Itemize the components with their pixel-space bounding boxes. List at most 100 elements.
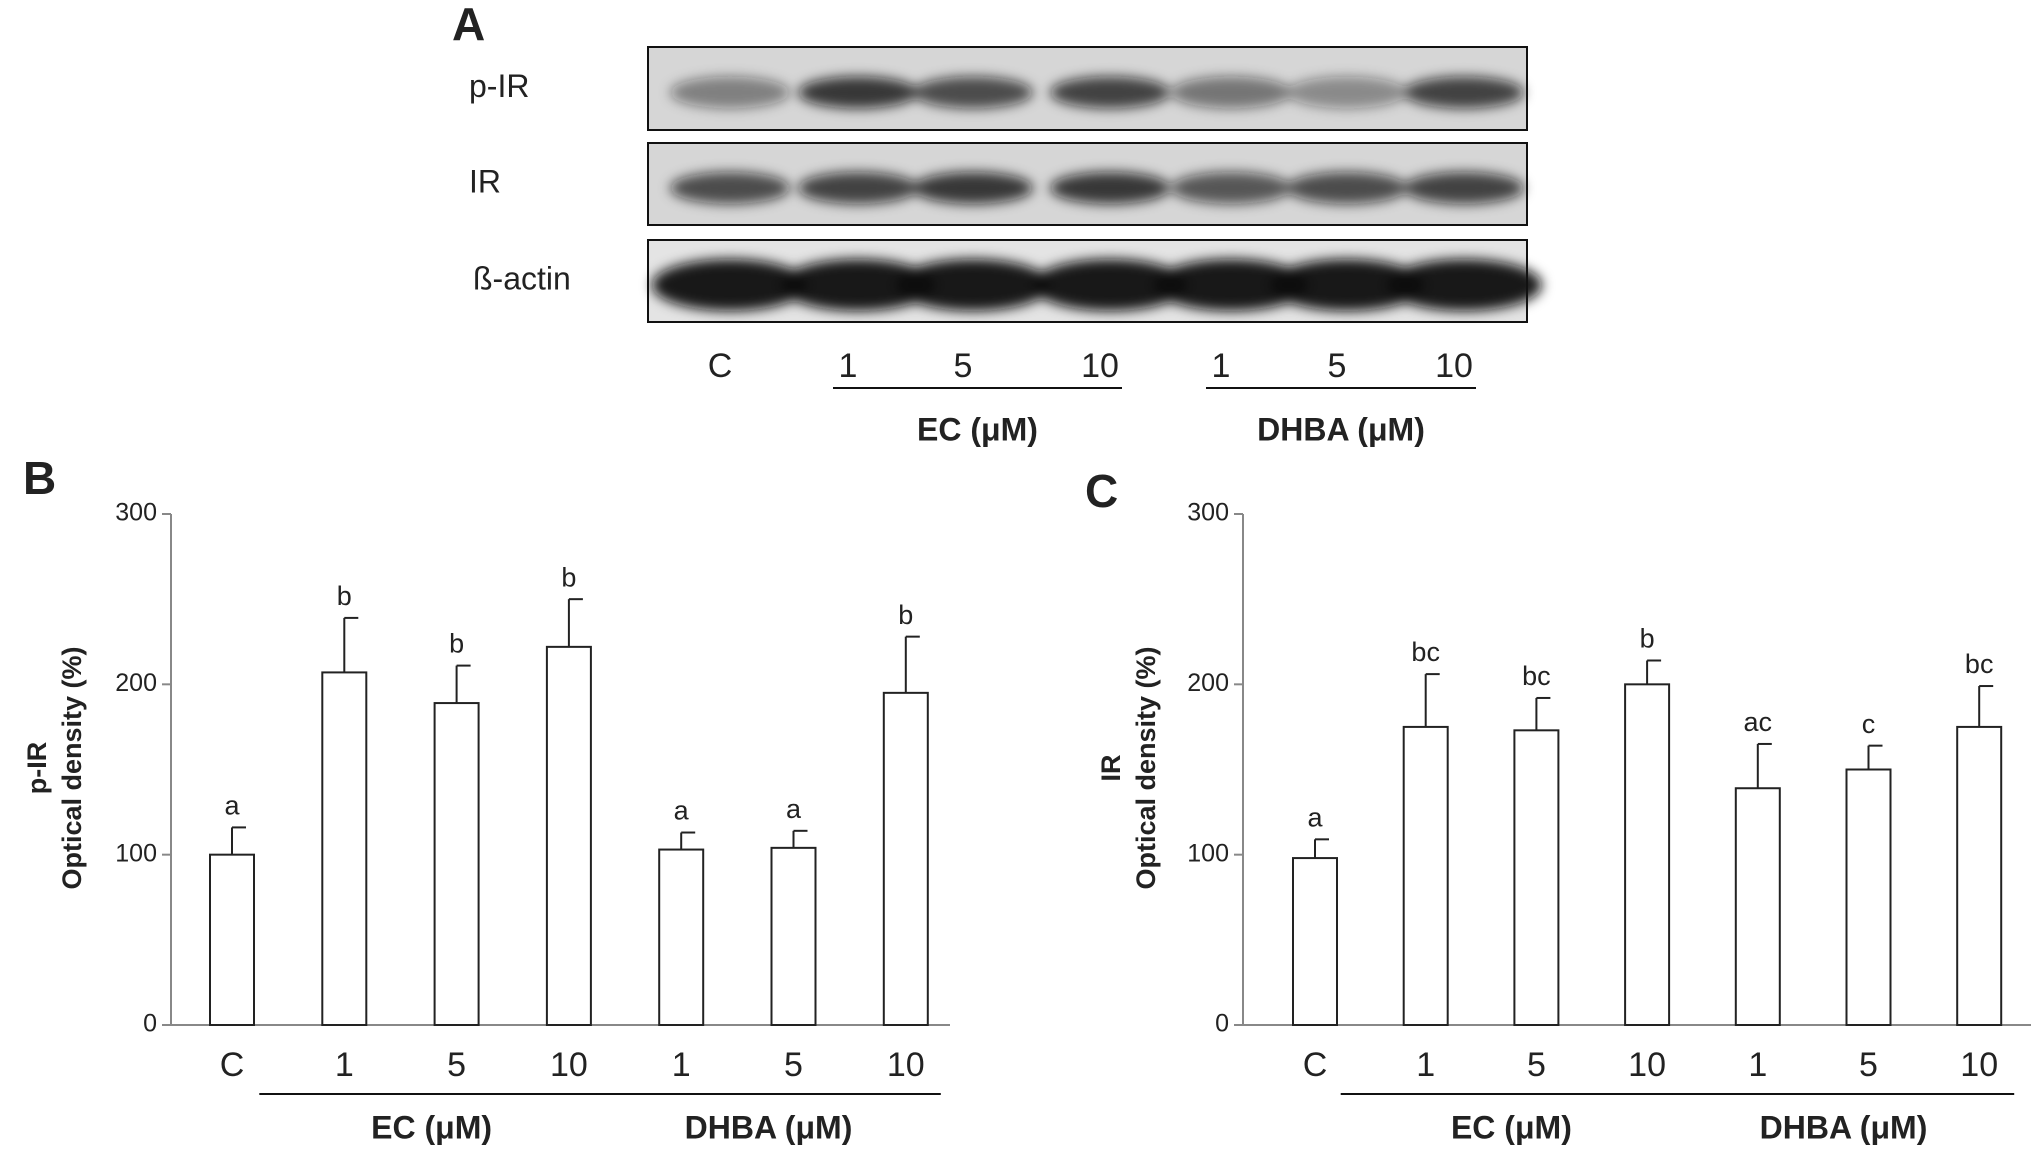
blot-band	[1050, 76, 1170, 109]
x-tick-label: 5	[447, 1046, 466, 1084]
significance-label: c	[1862, 709, 1876, 739]
y-tick-label: 200	[1187, 669, 1229, 697]
panel-label: B	[23, 452, 56, 504]
significance-label: b	[898, 600, 913, 630]
significance-label: a	[1307, 802, 1323, 832]
bar	[1402, 725, 1449, 1027]
blot-bands	[670, 76, 1524, 109]
bar	[1734, 787, 1781, 1027]
blot-frame	[647, 142, 1528, 226]
blot-band	[1287, 76, 1407, 109]
bar	[1956, 725, 2003, 1027]
blot-band	[780, 259, 936, 311]
y-axis-label: IR	[1096, 755, 1126, 782]
y-tick-label: 200	[115, 669, 157, 697]
bar	[1513, 729, 1560, 1026]
blot-row-label: ß-actin	[473, 260, 571, 296]
y-axis-label: Optical density (%)	[57, 646, 87, 889]
significance-label: a	[674, 796, 690, 826]
blot-band	[1153, 259, 1309, 311]
blot-frame	[647, 239, 1528, 323]
significance-label: b	[561, 562, 576, 592]
blot-band	[652, 259, 808, 311]
blot-row-label: IR	[469, 163, 501, 199]
lane-label: 5	[954, 347, 973, 385]
x-tick-label: 1	[335, 1046, 354, 1084]
bar	[209, 853, 255, 1027]
group-label: DHBA (μM)	[1760, 1109, 1928, 1145]
bar	[770, 846, 817, 1026]
blot-band	[1386, 259, 1542, 311]
blot-band	[1404, 76, 1524, 109]
y-tick-label: 100	[115, 839, 157, 867]
blot-band	[1032, 259, 1188, 311]
group-label: EC (μM)	[371, 1109, 492, 1145]
x-tick-label: C	[1303, 1046, 1328, 1084]
y-axis-label: Optical density (%)	[1131, 646, 1161, 889]
blot-band	[913, 76, 1033, 109]
significance-label: bc	[1965, 649, 1994, 679]
group-label: DHBA (μM)	[685, 1109, 853, 1145]
bar	[1292, 857, 1338, 1026]
panel-label: A	[452, 0, 485, 50]
lane-label: 1	[1212, 347, 1231, 385]
blot-band	[670, 76, 790, 109]
lane-label: 5	[1328, 347, 1347, 385]
x-tick-label: 10	[887, 1046, 925, 1084]
lane-label: 10	[1081, 347, 1119, 385]
blot-band	[1050, 172, 1170, 204]
x-tick-label: 1	[1416, 1046, 1435, 1084]
group-label: EC (μM)	[1451, 1109, 1572, 1145]
significance-label: bc	[1522, 661, 1551, 691]
x-tick-label: 5	[784, 1046, 803, 1084]
significance-label: bc	[1411, 637, 1440, 667]
x-tick-label: 10	[1628, 1046, 1666, 1084]
blot-band	[1171, 172, 1291, 204]
y-axis-label: p-IR	[22, 742, 52, 794]
blot-band	[798, 76, 918, 109]
blot-row-label: p-IR	[469, 68, 529, 104]
blot-band	[913, 172, 1033, 204]
bar	[1624, 683, 1671, 1026]
significance-label: b	[449, 629, 464, 659]
bar	[882, 691, 929, 1026]
x-tick-label: 5	[1527, 1046, 1546, 1084]
significance-label: a	[224, 791, 240, 821]
x-tick-label: 1	[1748, 1046, 1767, 1084]
blot-band	[1287, 172, 1407, 204]
blot-band	[895, 259, 1051, 311]
blot-band	[1269, 259, 1425, 311]
bar	[545, 645, 592, 1026]
group-label: DHBA (μM)	[1257, 411, 1425, 447]
lane-label: 10	[1435, 347, 1473, 385]
blot-bands	[670, 172, 1524, 204]
significance-label: b	[337, 581, 352, 611]
blot-band	[670, 172, 790, 204]
bar	[321, 671, 368, 1026]
blot-band	[798, 172, 918, 204]
lane-label: C	[708, 347, 733, 385]
bar	[658, 848, 705, 1026]
y-tick-label: 0	[143, 1010, 157, 1038]
x-tick-label: 1	[672, 1046, 691, 1084]
y-tick-label: 300	[115, 499, 157, 527]
x-tick-label: 5	[1859, 1046, 1878, 1084]
x-tick-label: 10	[1960, 1046, 1998, 1084]
y-tick-label: 0	[1215, 1010, 1229, 1038]
significance-label: ac	[1744, 707, 1773, 737]
y-tick-label: 100	[1187, 839, 1229, 867]
blot-frame	[647, 46, 1528, 131]
significance-label: a	[786, 794, 802, 824]
group-label: EC (μM)	[917, 411, 1038, 447]
bar	[433, 702, 480, 1026]
lane-label: 1	[839, 347, 858, 385]
x-tick-label: 10	[550, 1046, 588, 1084]
bar	[1845, 768, 1892, 1026]
y-tick-label: 300	[1187, 499, 1229, 527]
blot-band	[1171, 76, 1291, 109]
blot-bands	[652, 259, 1542, 311]
blot-band	[1404, 172, 1524, 204]
significance-label: b	[1640, 624, 1655, 654]
